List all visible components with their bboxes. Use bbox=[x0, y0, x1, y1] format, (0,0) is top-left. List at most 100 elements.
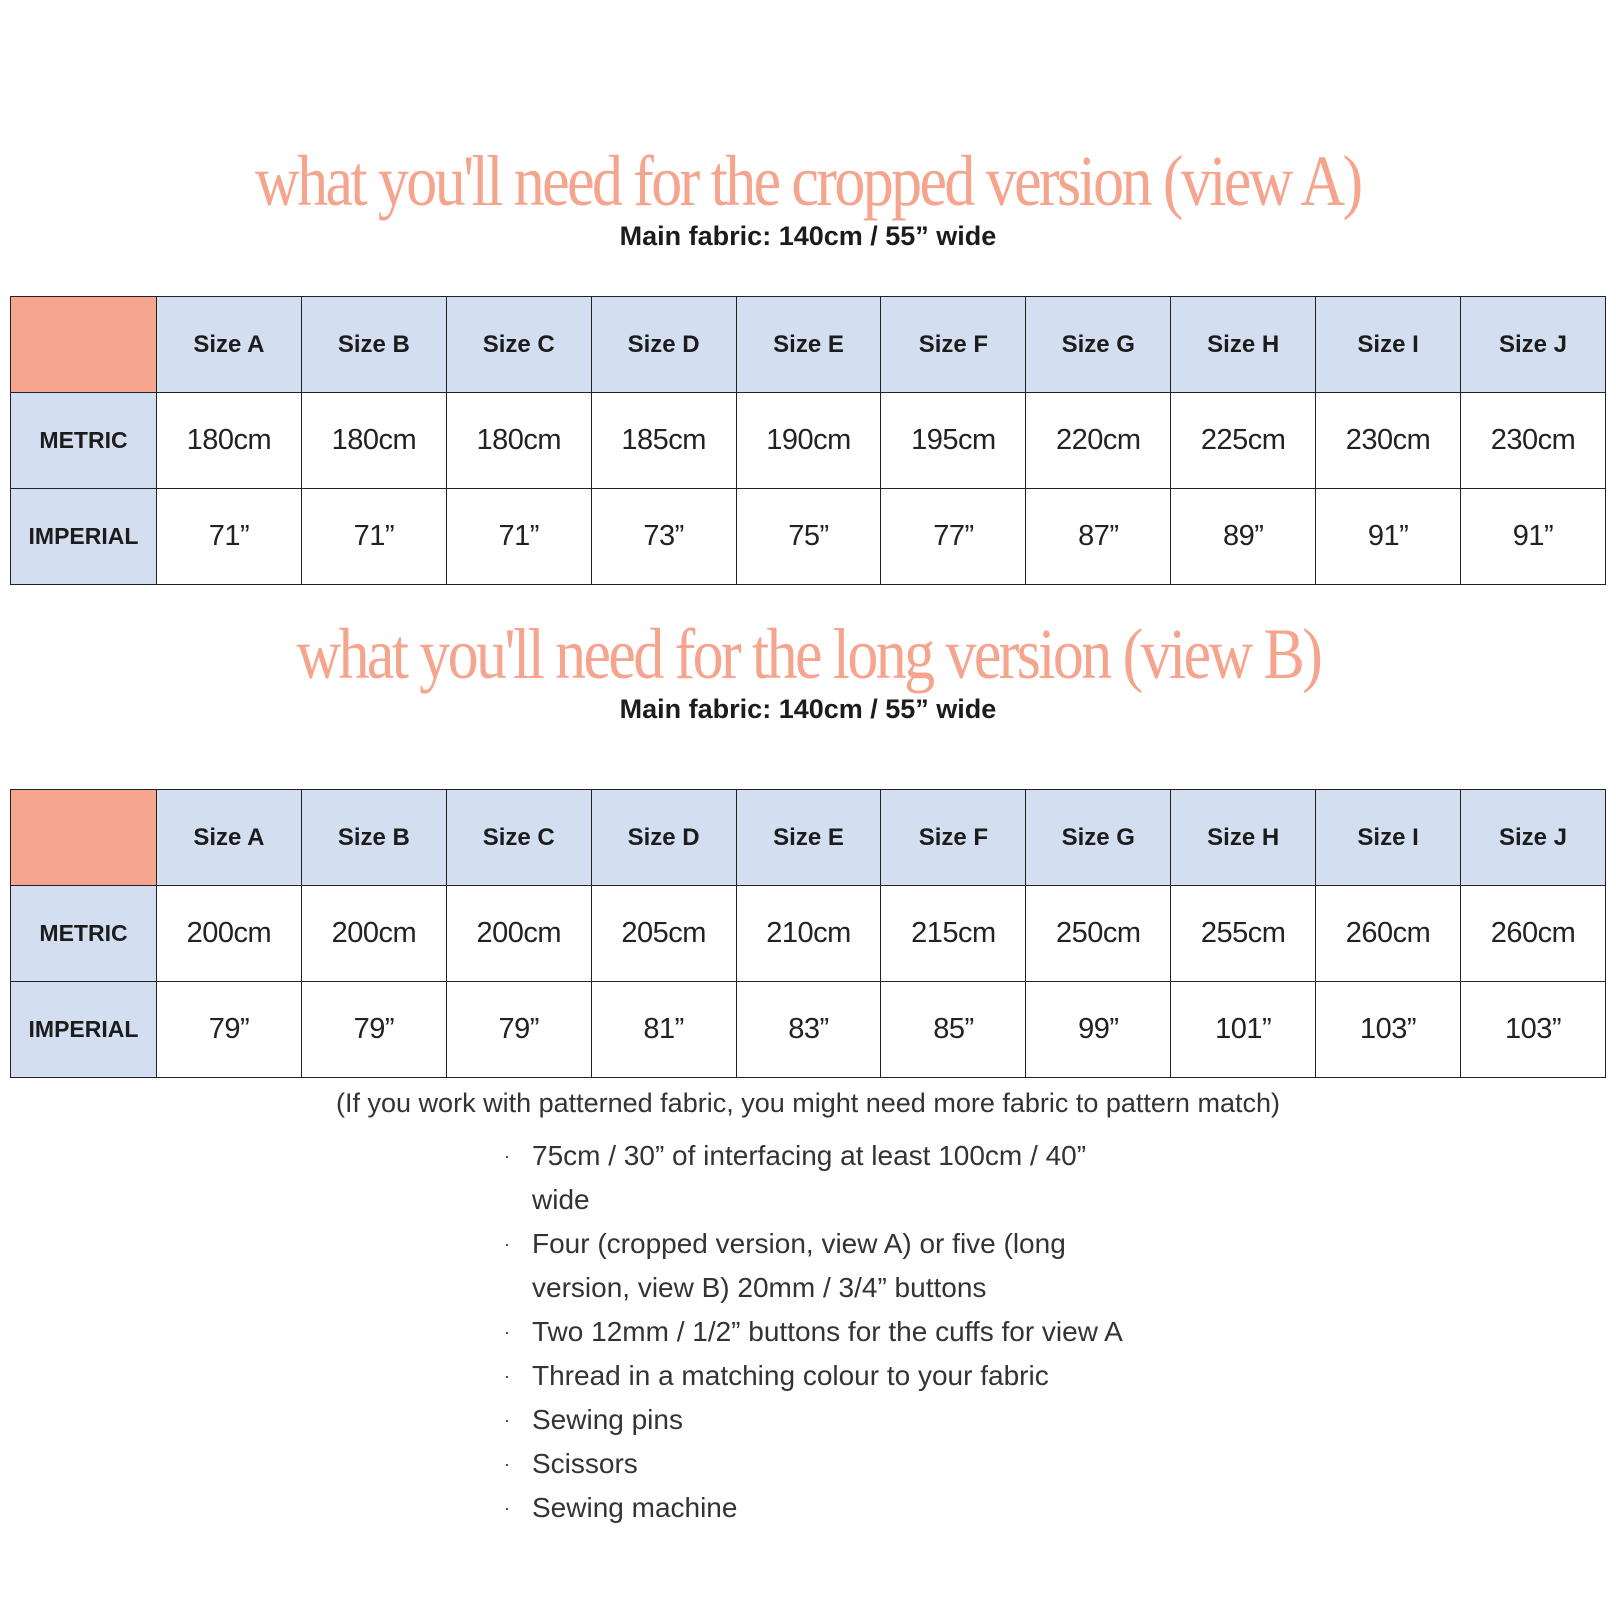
size-header: Size D bbox=[590, 789, 737, 886]
bullet-icon: · bbox=[504, 1410, 510, 1430]
supply-item: · Scissors bbox=[500, 1442, 1140, 1486]
size-header: Size B bbox=[300, 296, 447, 393]
table-cell: 200cm bbox=[300, 885, 447, 982]
size-header: Size E bbox=[735, 296, 882, 393]
table-cell: 103” bbox=[1460, 981, 1606, 1078]
size-header: Size I bbox=[1315, 296, 1462, 393]
size-header: Size E bbox=[735, 789, 882, 886]
table-cell: 99” bbox=[1025, 981, 1172, 1078]
size-header: Size I bbox=[1315, 789, 1462, 886]
table-cell: 73” bbox=[590, 488, 737, 585]
table-cell: 230cm bbox=[1460, 392, 1606, 489]
table-cell: 255cm bbox=[1170, 885, 1317, 982]
supply-item: · Two 12mm / 1/2” buttons for the cuffs f… bbox=[500, 1310, 1140, 1354]
table-row: METRIC 200cm 200cm 200cm 205cm 210cm 215cm 250c… bbox=[10, 885, 1606, 982]
row-label: METRIC bbox=[10, 392, 157, 489]
row-label: IMPERIAL bbox=[10, 488, 157, 585]
table-cell: 215cm bbox=[880, 885, 1027, 982]
section-b-title: what you'll need for the long version (v… bbox=[296, 614, 1323, 694]
corner-cell bbox=[10, 296, 157, 393]
header-row: Size A Size B Size C Size D Size E Size F Size… bbox=[10, 296, 1606, 393]
size-header: Size G bbox=[1025, 789, 1172, 886]
table-cell: 260cm bbox=[1460, 885, 1606, 982]
size-header: Size D bbox=[590, 296, 737, 393]
size-header: Size H bbox=[1170, 789, 1317, 886]
supplies-list: · 75cm / 30” of interfacing at least 100c… bbox=[500, 1134, 1140, 1530]
supply-item: · 75cm / 30” of interfacing at least 100c… bbox=[500, 1134, 1140, 1222]
supply-text: Sewing pins bbox=[532, 1404, 683, 1435]
bullet-icon: · bbox=[504, 1234, 510, 1254]
size-header: Size A bbox=[156, 296, 302, 393]
table-cell: 180cm bbox=[156, 392, 302, 489]
supply-item: · Sewing machine bbox=[500, 1486, 1140, 1530]
table-cell: 91” bbox=[1315, 488, 1462, 585]
table-row: IMPERIAL 71” 71” 71” 73” 75” 77” 87” 89” 91” 91” bbox=[10, 488, 1606, 585]
patterned-fabric-note: (If you work with patterned fabric, you … bbox=[336, 1088, 1280, 1118]
bullet-icon: · bbox=[504, 1322, 510, 1342]
table-cell: 185cm bbox=[590, 392, 737, 489]
table-cell: 101” bbox=[1170, 981, 1317, 1078]
table-cell: 83” bbox=[735, 981, 882, 1078]
table-cell: 81” bbox=[590, 981, 737, 1078]
table-cell: 89” bbox=[1170, 488, 1317, 585]
table-cell: 75” bbox=[735, 488, 882, 585]
supply-text: 75cm / 30” of interfacing at least 100cm… bbox=[532, 1140, 1087, 1215]
size-header: Size F bbox=[880, 789, 1027, 886]
table-cell: 71” bbox=[445, 488, 592, 585]
table-cell: 205cm bbox=[590, 885, 737, 982]
table-cell: 87” bbox=[1025, 488, 1172, 585]
fabric-table-view-a: Size A Size B Size C Size D Size E Size F Size… bbox=[10, 296, 1606, 585]
table-cell: 71” bbox=[156, 488, 302, 585]
table-cell: 77” bbox=[880, 488, 1027, 585]
section-a-title: what you'll need for the cropped version… bbox=[255, 141, 1363, 221]
table-cell: 79” bbox=[156, 981, 302, 1078]
fabric-table-view-b: Size A Size B Size C Size D Size E Size F Size… bbox=[10, 789, 1606, 1078]
size-header: Size A bbox=[156, 789, 302, 886]
table-row: METRIC 180cm 180cm 180cm 185cm 190cm 195cm 220c… bbox=[10, 392, 1606, 489]
supply-text: Scissors bbox=[532, 1448, 638, 1479]
table-cell: 210cm bbox=[735, 885, 882, 982]
size-header: Size B bbox=[300, 789, 447, 886]
table-cell: 230cm bbox=[1315, 392, 1462, 489]
table-cell: 103” bbox=[1315, 981, 1462, 1078]
table-cell: 220cm bbox=[1025, 392, 1172, 489]
table-cell: 190cm bbox=[735, 392, 882, 489]
row-label: METRIC bbox=[10, 885, 157, 982]
bullet-icon: · bbox=[504, 1454, 510, 1474]
table-cell: 79” bbox=[445, 981, 592, 1078]
bullet-icon: · bbox=[504, 1498, 510, 1518]
table-cell: 260cm bbox=[1315, 885, 1462, 982]
bullet-icon: · bbox=[504, 1146, 510, 1166]
table-cell: 180cm bbox=[300, 392, 447, 489]
supply-text: Two 12mm / 1/2” buttons for the cuffs fo… bbox=[532, 1316, 1123, 1347]
section-a-subtitle: Main fabric: 140cm / 55” wide bbox=[619, 221, 997, 251]
section-b-subtitle: Main fabric: 140cm / 55” wide bbox=[619, 694, 997, 724]
corner-cell bbox=[10, 789, 157, 886]
table-cell: 250cm bbox=[1025, 885, 1172, 982]
row-label: IMPERIAL bbox=[10, 981, 157, 1078]
supply-item: · Sewing pins bbox=[500, 1398, 1140, 1442]
size-header: Size J bbox=[1460, 789, 1606, 886]
table-cell: 200cm bbox=[156, 885, 302, 982]
table-row: IMPERIAL 79” 79” 79” 81” 83” 85” 99” 101” 103” 103… bbox=[10, 981, 1606, 1078]
table-cell: 180cm bbox=[445, 392, 592, 489]
size-header: Size G bbox=[1025, 296, 1172, 393]
size-header: Size F bbox=[880, 296, 1027, 393]
size-header: Size H bbox=[1170, 296, 1317, 393]
supply-text: Thread in a matching colour to your fabr… bbox=[532, 1360, 1049, 1391]
size-header: Size J bbox=[1460, 296, 1606, 393]
table-cell: 79” bbox=[300, 981, 447, 1078]
table-cell: 225cm bbox=[1170, 392, 1317, 489]
bullet-icon: · bbox=[504, 1366, 510, 1386]
size-header: Size C bbox=[445, 296, 592, 393]
supply-item: · Four (cropped version, view A) or five … bbox=[500, 1222, 1140, 1310]
table-cell: 195cm bbox=[880, 392, 1027, 489]
supply-text: Four (cropped version, view A) or five (… bbox=[532, 1228, 1066, 1303]
table-cell: 71” bbox=[300, 488, 447, 585]
size-header: Size C bbox=[445, 789, 592, 886]
table-cell: 85” bbox=[880, 981, 1027, 1078]
table-cell: 91” bbox=[1460, 488, 1606, 585]
table-cell: 200cm bbox=[445, 885, 592, 982]
header-row: Size A Size B Size C Size D Size E Size F Size… bbox=[10, 789, 1606, 886]
supply-item: · Thread in a matching colour to your fab… bbox=[500, 1354, 1140, 1398]
